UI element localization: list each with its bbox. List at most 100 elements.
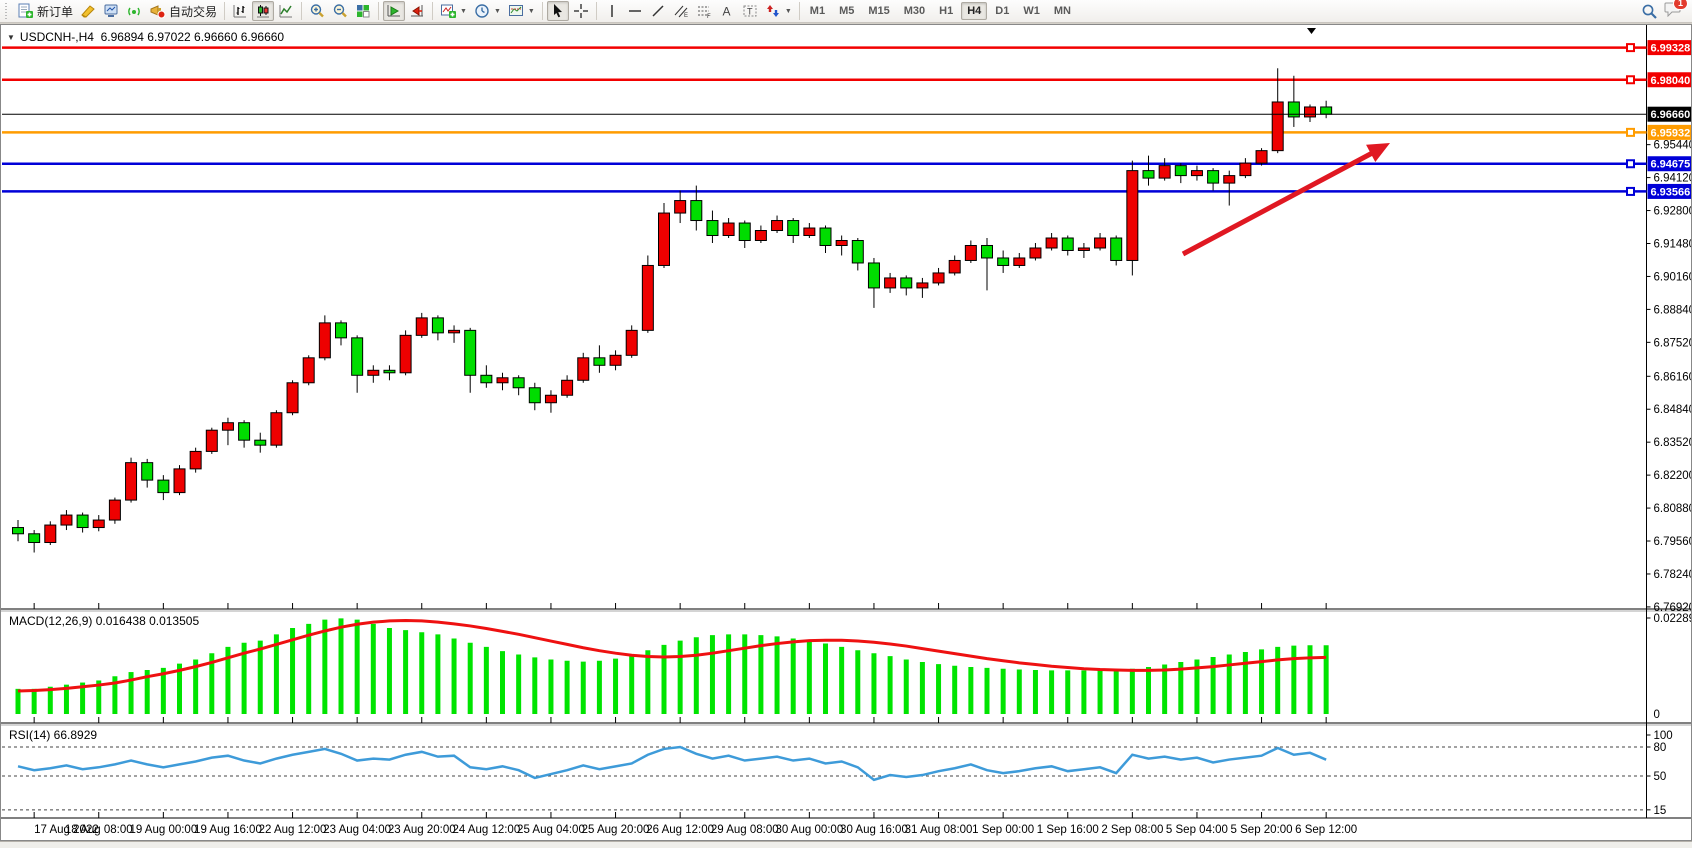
candle-body[interactable] bbox=[383, 369, 396, 374]
candle-body[interactable] bbox=[609, 354, 622, 366]
equidistant-channel-button[interactable]: E bbox=[670, 1, 692, 21]
candle-body[interactable] bbox=[625, 329, 638, 356]
candle-body[interactable] bbox=[1304, 106, 1316, 118]
candle-body[interactable] bbox=[76, 514, 89, 529]
candle-body[interactable] bbox=[12, 527, 24, 535]
candle-body[interactable] bbox=[399, 334, 412, 374]
fibonacci-button[interactable]: F bbox=[693, 1, 715, 21]
candle-body[interactable] bbox=[141, 462, 154, 481]
candle-body[interactable] bbox=[496, 377, 509, 384]
chart-shift-marker[interactable] bbox=[1307, 28, 1316, 34]
candle-body[interactable] bbox=[528, 387, 541, 404]
candle-body[interactable] bbox=[205, 429, 218, 452]
tf-button-W1[interactable]: W1 bbox=[1023, 5, 1040, 17]
candle-body[interactable] bbox=[771, 220, 784, 232]
signal-button[interactable] bbox=[123, 1, 145, 21]
search-icon[interactable] bbox=[1641, 3, 1658, 20]
candle-body[interactable] bbox=[157, 479, 170, 494]
candle-body[interactable] bbox=[997, 257, 1010, 266]
candle-body[interactable] bbox=[238, 422, 251, 441]
candle-body[interactable] bbox=[351, 337, 364, 376]
auto-scroll-button[interactable] bbox=[383, 1, 406, 21]
candle-body[interactable] bbox=[28, 533, 41, 544]
styles-button[interactable] bbox=[77, 1, 99, 21]
candle-body[interactable] bbox=[431, 317, 444, 334]
comment-button[interactable]: 1 bbox=[1664, 0, 1688, 22]
candle-body[interactable] bbox=[900, 277, 913, 289]
trend-arrow-shaft[interactable] bbox=[1181, 148, 1378, 257]
zoom-out-button[interactable] bbox=[329, 1, 351, 21]
tf-button-H1[interactable]: H1 bbox=[939, 5, 954, 17]
candle-body[interactable] bbox=[1045, 237, 1058, 249]
candle-body[interactable] bbox=[593, 357, 606, 366]
candle-body[interactable] bbox=[867, 262, 880, 289]
periods-button[interactable]: ▼ bbox=[471, 1, 504, 21]
candle-body[interactable] bbox=[819, 227, 832, 246]
line-handle[interactable] bbox=[1626, 75, 1635, 85]
line-handle[interactable] bbox=[1626, 159, 1635, 169]
zoom-in-button[interactable] bbox=[306, 1, 328, 21]
tf-button-M5[interactable]: M5 bbox=[839, 5, 855, 17]
tf-button-H4[interactable]: H4 bbox=[961, 2, 988, 20]
candle-body[interactable] bbox=[1287, 101, 1300, 118]
candlestick-chart-button[interactable] bbox=[252, 1, 275, 21]
candle-body[interactable] bbox=[674, 200, 687, 214]
candle-body[interactable] bbox=[1190, 170, 1203, 177]
candle-body[interactable] bbox=[1029, 247, 1042, 259]
text-label-button[interactable]: T bbox=[739, 1, 761, 21]
candle-body[interactable] bbox=[302, 357, 315, 384]
candle-body[interactable] bbox=[318, 322, 331, 359]
candle-body[interactable] bbox=[1223, 175, 1236, 184]
candle-body[interactable] bbox=[916, 282, 929, 289]
candle-body[interactable] bbox=[448, 329, 461, 334]
tf-button-MN[interactable]: MN bbox=[1053, 5, 1071, 17]
tf-button-M15[interactable]: M15 bbox=[868, 5, 890, 17]
new-order-button[interactable]: 新订单 bbox=[14, 1, 76, 21]
candle-body[interactable] bbox=[964, 244, 977, 261]
candle-body[interactable] bbox=[367, 369, 380, 376]
tf-button-M30[interactable]: M30 bbox=[903, 5, 926, 17]
candle-body[interactable] bbox=[254, 439, 267, 446]
candle-body[interactable] bbox=[1320, 106, 1333, 115]
candle-body[interactable] bbox=[1174, 165, 1187, 177]
candle-body[interactable] bbox=[835, 239, 848, 246]
candle-body[interactable] bbox=[1110, 237, 1123, 261]
candle-body[interactable] bbox=[60, 514, 73, 526]
candle-body[interactable] bbox=[415, 317, 428, 336]
chart-shift-button[interactable] bbox=[406, 1, 428, 21]
line-handle[interactable] bbox=[1626, 43, 1635, 53]
candle-body[interactable] bbox=[335, 322, 347, 339]
candle-body[interactable] bbox=[108, 499, 121, 521]
line-handle[interactable] bbox=[1626, 127, 1635, 137]
candle-body[interactable] bbox=[641, 264, 654, 331]
candle-body[interactable] bbox=[738, 222, 751, 241]
candle-body[interactable] bbox=[803, 227, 816, 237]
candle-body[interactable] bbox=[932, 272, 945, 284]
candle-body[interactable] bbox=[1077, 247, 1090, 251]
trendline-button[interactable] bbox=[647, 1, 669, 21]
candle-body[interactable] bbox=[884, 277, 897, 289]
candle-body[interactable] bbox=[1239, 162, 1252, 177]
arrows-tool-button[interactable]: ▼ bbox=[762, 1, 795, 21]
candle-body[interactable] bbox=[561, 379, 574, 396]
candle-body[interactable] bbox=[1013, 257, 1026, 266]
candle-body[interactable] bbox=[286, 382, 299, 414]
candle-body[interactable] bbox=[544, 394, 557, 404]
candle-body[interactable] bbox=[1094, 237, 1107, 249]
tf-button-D1[interactable]: D1 bbox=[995, 5, 1010, 17]
horizontal-line-button[interactable] bbox=[624, 1, 646, 21]
candle-body[interactable] bbox=[464, 329, 477, 376]
candle-body[interactable] bbox=[512, 377, 525, 389]
candle-body[interactable] bbox=[1061, 237, 1074, 251]
profile-button[interactable] bbox=[100, 1, 122, 21]
templates-button[interactable]: ▼ bbox=[505, 1, 538, 21]
candle-body[interactable] bbox=[1126, 170, 1139, 261]
candle-body[interactable] bbox=[658, 212, 670, 266]
candle-body[interactable] bbox=[577, 357, 590, 381]
candle-body[interactable] bbox=[706, 220, 719, 237]
candle-body[interactable] bbox=[221, 422, 234, 431]
line-chart-button[interactable] bbox=[275, 1, 297, 21]
tf-button-M1[interactable]: M1 bbox=[809, 5, 826, 17]
vertical-line-button[interactable] bbox=[601, 1, 623, 21]
chart-canvas[interactable]: 6.95440 6.94120 6.92800 6.91480 6.90160 6.888… bbox=[1, 25, 1691, 840]
